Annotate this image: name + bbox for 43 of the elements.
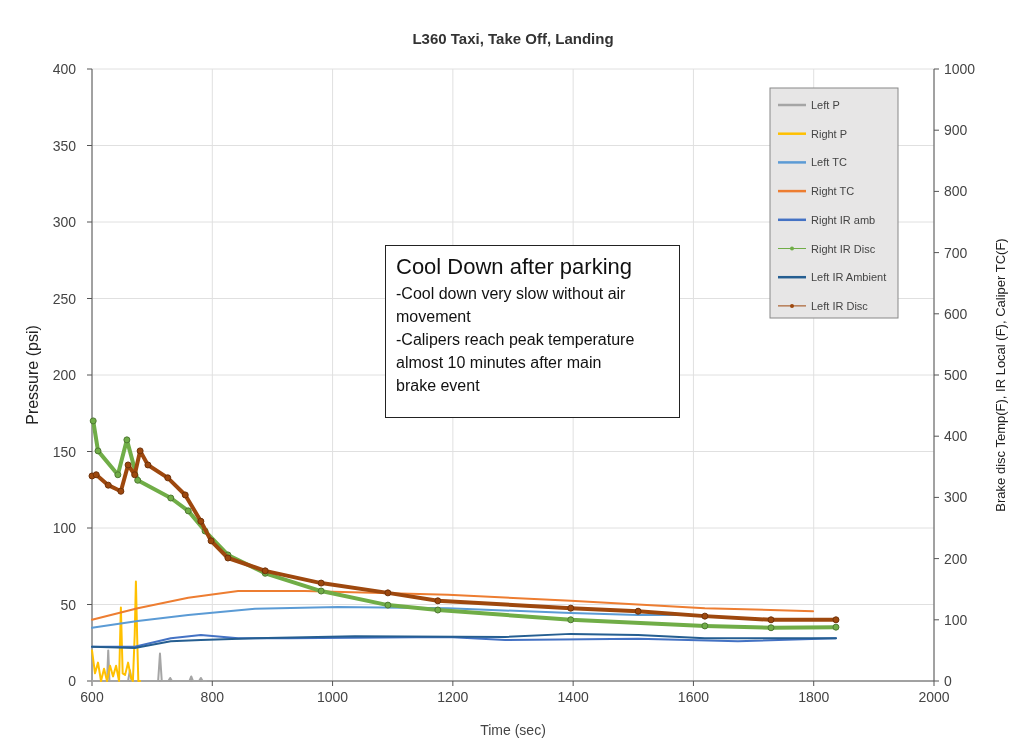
annotation: -Calipers reach peak temperature almost 10 minutes after main brake event xyxy=(396,330,636,396)
legend-label: Left IR Ambient xyxy=(811,271,887,284)
y2-tick-label: 900 xyxy=(944,122,968,139)
legend-label: Right P xyxy=(811,127,848,140)
x-tick-label: 1400 xyxy=(557,689,589,705)
y-tick-label: 150 xyxy=(52,443,77,460)
y2-tick-label: 500 xyxy=(944,367,968,383)
y2-axis-title: Brake disc Temp(F), IR Local (F), Caliper TC(F) xyxy=(993,238,1008,512)
y-tick-label: 200 xyxy=(52,367,77,383)
y-tick-label: 250 xyxy=(52,290,77,307)
chart-title: L360 Taxi, Take Off, Landing xyxy=(412,30,614,47)
legend-label: Left P xyxy=(811,99,840,111)
y2-tick-label: 600 xyxy=(944,305,968,322)
x-tick-label: 1600 xyxy=(677,689,710,705)
legend-label: Left TC xyxy=(811,156,847,169)
y2-tick-label: 100 xyxy=(944,611,968,628)
legend-label: Right TC xyxy=(811,185,855,198)
y-tick-label: 100 xyxy=(52,520,77,536)
y2-tick-label: 0 xyxy=(944,673,952,689)
y-tick-label: 50 xyxy=(60,596,77,613)
y2-tick-label: 300 xyxy=(944,489,968,506)
y-tick-label: 400 xyxy=(52,61,77,77)
y2-tick-label: 400 xyxy=(944,428,968,445)
x-tick-label: 800 xyxy=(200,689,225,705)
x-tick-label: 2000 xyxy=(918,689,950,705)
x-axis-title: Time (sec) xyxy=(480,722,546,738)
legend-label: Left IR Disc xyxy=(811,299,869,312)
y2-tick-label: 800 xyxy=(944,183,968,200)
y-tick-label: 350 xyxy=(52,137,77,154)
x-tick-label: 1800 xyxy=(798,689,830,705)
annotation: Cool Down after parking xyxy=(396,253,633,281)
x-tick-label: 1200 xyxy=(437,689,469,705)
y-tick-label: 0 xyxy=(68,673,77,689)
y-axis-title: Pressure (psi) xyxy=(24,325,41,425)
y2-tick-label: 200 xyxy=(944,550,968,567)
x-tick-label: 600 xyxy=(80,689,104,705)
y2-tick-label: 1000 xyxy=(944,61,976,77)
x-tick-label: 1000 xyxy=(316,689,349,705)
y-tick-label: 300 xyxy=(52,214,77,230)
legend-label: Right IR Disc xyxy=(811,242,876,255)
y2-tick-label: 700 xyxy=(944,244,968,261)
annotation: -Cool down very slow without air movement xyxy=(396,284,627,327)
legend-label: Right IR amb xyxy=(811,213,876,226)
